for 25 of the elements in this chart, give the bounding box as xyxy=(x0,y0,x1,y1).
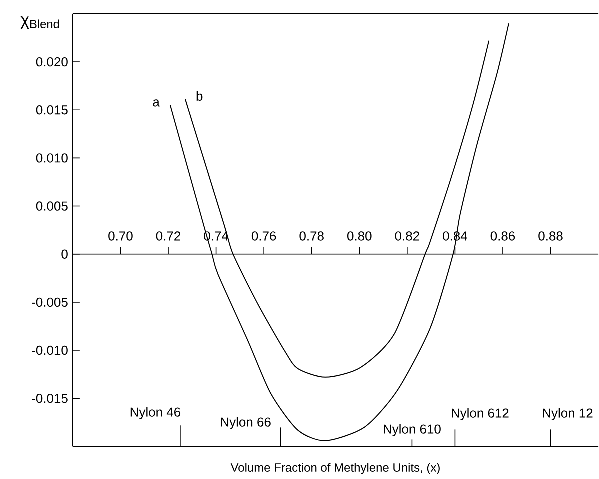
y-axis-title: χ$_{Blend}$ xyxy=(20,16,60,30)
x-tick-label: 0.82 xyxy=(395,232,420,241)
x-tick-label: 0.76 xyxy=(252,232,276,241)
ref-line-label: Nylon 66 xyxy=(221,418,271,430)
x-tick-label: 0.70 xyxy=(108,232,133,241)
ref-line-label: Nylon 610 xyxy=(384,424,441,437)
ref-line-label: Nylon 46 xyxy=(130,408,181,420)
ref-line-label: Nylon 12 xyxy=(543,408,593,421)
y-tick-label: 0 xyxy=(62,250,68,260)
y-tick-label: -0.005 xyxy=(32,298,68,308)
series-label: b xyxy=(196,92,203,102)
ref-line-label: Nylon 612 xyxy=(452,408,509,421)
y-tick-label: -0.015 xyxy=(32,394,68,404)
x-tick-label: 0.80 xyxy=(348,232,372,241)
y-tick-label: 0.015 xyxy=(36,106,68,115)
x-tick-label: 0.86 xyxy=(490,232,516,241)
x-tick-label: 0.88 xyxy=(538,232,563,241)
y-tick-label: 0.010 xyxy=(36,154,68,163)
x-tick-label: 0.78 xyxy=(300,232,324,241)
y-tick-label: -0.010 xyxy=(32,346,68,356)
y-tick-label: 0.005 xyxy=(36,202,68,212)
y-tick-label: 0.020 xyxy=(36,58,68,67)
x-tick-label: 0.72 xyxy=(156,232,180,241)
x-axis-title: Volume Fraction of Methylene Units, (x) xyxy=(230,463,440,475)
series-label: a xyxy=(153,100,160,107)
